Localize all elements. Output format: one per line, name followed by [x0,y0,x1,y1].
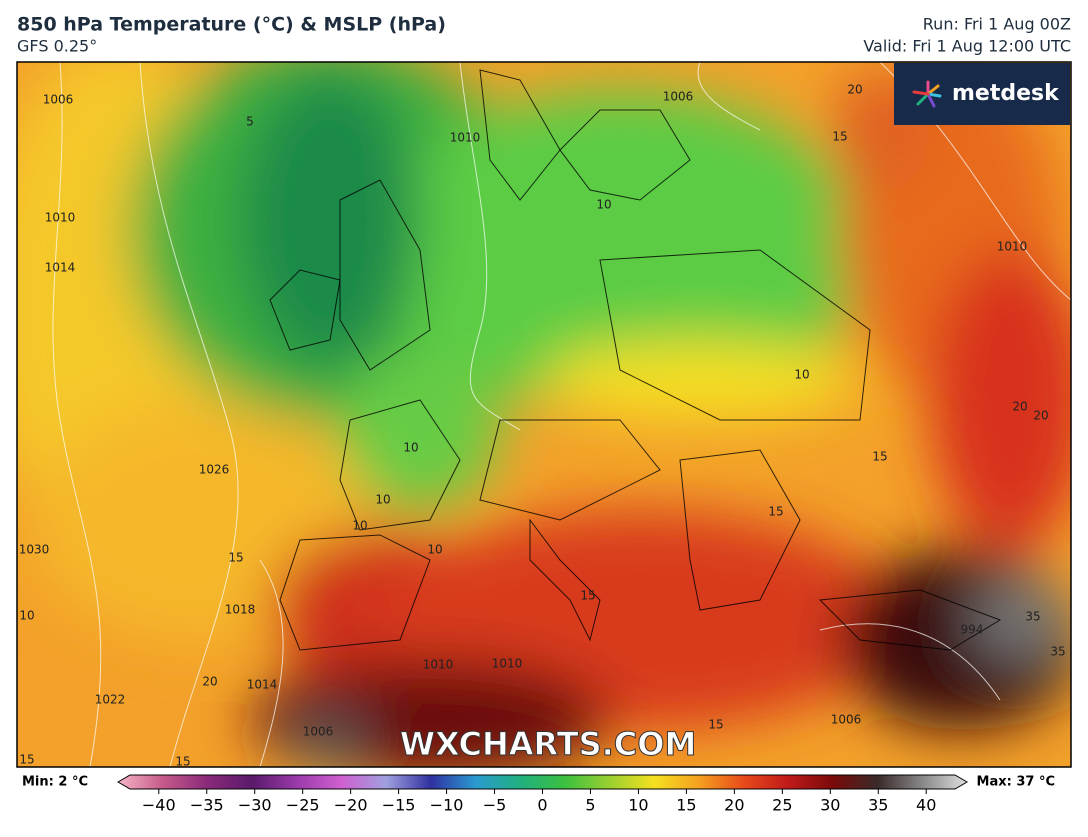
watermark: WXCHARTS.COM [400,725,697,763]
colorbar-tick-label: 15 [676,796,696,815]
contour-label: 1030 [19,543,50,557]
contour-label: 35 [1050,645,1065,659]
colorbar-tick-label: −25 [286,796,320,815]
contour-label: 15 [580,589,595,603]
contour-label: 5 [246,115,254,129]
colorbar: −40 −35 −30 −25 −20 −15 −10 −5 0 5 10 15 20 25 30 35 40 [117,774,968,815]
contour-label: 1010 [450,131,481,145]
contour-label: 1006 [43,93,74,107]
contour-label: 1006 [831,713,862,727]
colorbar-tick-label: −10 [430,796,464,815]
colorbar-tick-label: 25 [772,796,792,815]
colorbar-max: Max: 37 °C [977,775,1055,790]
colorbar-tick-label: −35 [190,796,224,815]
contour-label: 15 [768,505,783,519]
contour-label: 20 [202,675,217,689]
map-frame [16,61,1072,768]
contour-label: 15 [175,755,190,769]
colorbar-min: Min: 2 °C [22,775,88,790]
contour-label: 1018 [225,603,256,617]
contour-label: 10 [794,368,809,382]
contour-label: 15 [872,450,887,464]
colorbar-bar [117,774,968,790]
title: 850 hPa Temperature (°C) & MSLP (hPa) [17,14,446,36]
contour-label: 20 [847,83,862,97]
contour-label: 1026 [199,463,230,477]
colorbar-tick-label: −20 [334,796,368,815]
contour-label: 1010 [492,657,523,671]
contour-label: 1006 [303,725,334,739]
run-time: Run: Fri 1 Aug 00Z [923,15,1071,34]
contour-label: 1006 [663,90,694,104]
contour-label: 20 [1012,400,1027,414]
colorbar-tick-label: 5 [585,796,595,815]
contour-label: 15 [708,718,723,732]
contour-label: 15 [228,551,243,565]
colorbar-tick-label: 0 [537,796,547,815]
colorbar-tick-label: 40 [916,796,936,815]
contour-label: 15 [832,130,847,144]
map: 1006510101006151010101410101010101010261… [17,62,1071,769]
contour-label: 10 [19,609,34,623]
colorbar-tick-label: 10 [628,796,648,815]
colorbar-tick-label: −40 [142,796,176,815]
colorbar-tick-label: −15 [382,796,416,815]
subtitle: GFS 0.25° [17,37,97,56]
contour-label: 10 [427,543,442,557]
colorbar-tick-label: 35 [868,796,888,815]
colorbar-tick-label: 30 [820,796,840,815]
logo-mark [912,80,942,108]
logo: metdesk [952,81,1060,106]
contour-label: 1010 [45,211,76,225]
contour-label: 1022 [95,693,126,707]
colorbar-tick-label: 20 [724,796,744,815]
contour-label: 1014 [247,678,278,692]
contour-label: 20 [1033,409,1048,423]
valid-time: Valid: Fri 1 Aug 12:00 UTC [863,37,1071,56]
colorbar-tick-label: −5 [483,796,507,815]
contour-label: 10 [596,198,611,212]
contour-label: 1014 [45,261,76,275]
contour-label: 1010 [997,240,1028,254]
contour-label: 35 [1025,610,1040,624]
contour-label: 10 [375,493,390,507]
contour-label: 10 [403,441,418,455]
contour-label: 10 [352,519,367,533]
contour-label: 994 [961,623,984,637]
colorbar-tick-label: −30 [238,796,272,815]
contour-label: 1010 [423,658,454,672]
contour-label: 15 [19,753,34,767]
